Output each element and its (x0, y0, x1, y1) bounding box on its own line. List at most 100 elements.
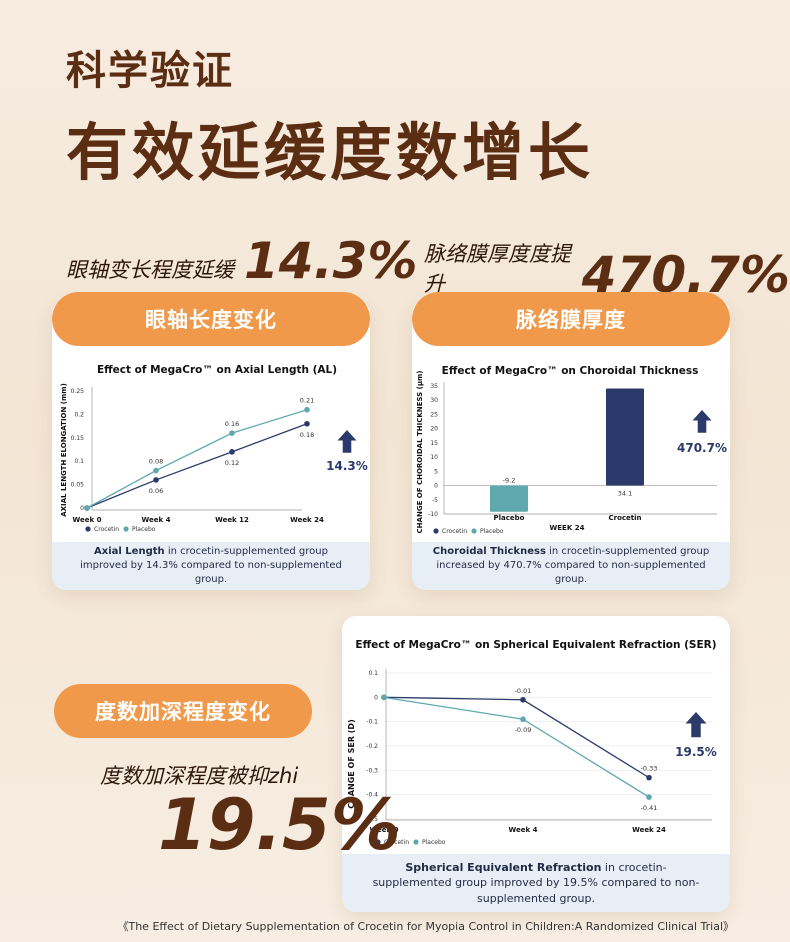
y-tick-label: -10 (428, 511, 438, 518)
data-point (84, 505, 90, 511)
bar-crocetin (606, 388, 644, 486)
data-point (229, 430, 235, 436)
ser-pill: 度数加深程度变化 (54, 684, 312, 738)
ser-footnote: Spherical Equivalent Refraction in croce… (342, 854, 730, 912)
data-point (520, 716, 526, 723)
stat-choroid: 脉络膜厚度度提升 470.7% (424, 238, 790, 300)
x-tick-label: Week 24 (632, 826, 666, 834)
change-percentage: 470.7% (677, 441, 727, 455)
legend-label: Placebo (480, 528, 504, 535)
legend-marker (433, 528, 439, 534)
headline: 有效延缓度数增长 (66, 116, 595, 189)
axial-length-card: Effect of MegaCro™ on Axial Length (AL) … (52, 300, 370, 590)
data-label: -9.2 (503, 477, 516, 485)
y-axis-label: CHANGE OF SER (D) (347, 719, 356, 808)
chart-title: Effect of MegaCro™ on Axial Length (AL) (97, 364, 337, 376)
series-line-crocetin (86, 423, 308, 509)
y-axis-label: CHANGE OF CHOROIDAL THICKNESS (μm) (416, 371, 424, 534)
data-label: -0.41 (641, 804, 658, 812)
bar-placebo (490, 485, 528, 512)
data-label: -0.33 (641, 765, 658, 773)
y-tick-label: -0.4 (366, 792, 378, 799)
data-label: 0.06 (149, 487, 163, 495)
data-point (381, 694, 387, 701)
legend-marker (471, 528, 477, 534)
y-tick-label: 10 (430, 454, 438, 461)
y-tick-label: 0 (374, 694, 378, 701)
reference-citation: 《The Effect of Dietary Supplementation o… (117, 920, 734, 933)
data-label: 0.16 (225, 420, 239, 428)
y-tick-label: 25 (430, 411, 438, 418)
ser-stat-value: 19.5% (158, 784, 401, 866)
chart-title: Effect of MegaCro™ on Spherical Equivale… (355, 639, 716, 651)
data-label: 0.18 (300, 431, 314, 439)
y-tick-label: 0.15 (71, 435, 85, 442)
up-arrow-icon (337, 430, 357, 453)
legend-label: Crocetin (442, 528, 467, 535)
data-point (646, 774, 652, 781)
series-line-crocetin (383, 696, 650, 779)
series-line-placebo (383, 696, 650, 798)
data-point (153, 467, 159, 474)
data-point (304, 406, 310, 413)
legend-label: Crocetin (94, 526, 119, 533)
data-point (153, 477, 159, 483)
data-point (304, 420, 310, 427)
y-tick-label: 5 (434, 468, 438, 475)
change-percentage: 19.5% (675, 745, 717, 759)
y-tick-label: 0 (434, 483, 438, 490)
ser-card: Effect of MegaCro™ on Spherical Equivale… (342, 616, 730, 912)
x-tick-label: Week 4 (142, 516, 171, 524)
footnote-text: in crocetin-supplemented group improved … (372, 860, 700, 905)
y-tick-label: 0.1 (74, 458, 84, 465)
choroid-footnote: Choroidal Thickness in crocetin-suppleme… (412, 542, 730, 590)
series-line-placebo (86, 409, 308, 509)
footnote-text: in crocetin-supplemented group increased… (436, 546, 710, 585)
choroid-pill: 脉络膜厚度 (412, 292, 730, 346)
x-tick-label: Week 4 (509, 826, 538, 834)
x-tick-label: Week 0 (370, 826, 399, 834)
choroid-chart: Effect of MegaCro™ on Choroidal Thicknes… (416, 365, 727, 535)
ser-stat-label: 度数加深程度被抑zhi (100, 764, 299, 788)
x-axis-label: WEEK 24 (550, 524, 585, 532)
y-tick-label: 0.25 (71, 388, 85, 395)
y-tick-label: -0.5 (366, 816, 378, 823)
axial-length-chart: Effect of MegaCro™ on Axial Length (AL) … (60, 364, 368, 533)
legend-marker (375, 839, 381, 845)
y-tick-label: 35 (430, 383, 438, 390)
y-tick-label: -0.1 (366, 719, 378, 726)
x-tick-label: Week 0 (73, 516, 102, 524)
legend-marker (413, 839, 419, 845)
axial-footnote: Axial Length in crocetin-supplemented gr… (52, 542, 370, 590)
y-tick-label: 15 (430, 440, 438, 447)
y-tick-label: 0.1 (368, 670, 378, 677)
x-tick-label: Week 12 (215, 516, 249, 524)
data-label: -0.09 (515, 726, 532, 734)
stat-axial: 眼轴变长程度延缓 14.3% (66, 232, 418, 290)
ser-chart: Effect of MegaCro™ on Spherical Equivale… (347, 639, 717, 846)
footnote-text: in crocetin-supplemented group improved … (80, 546, 342, 585)
y-tick-label: 0 (80, 505, 84, 512)
footnote-bold: Axial Length (94, 546, 165, 557)
y-tick-label: 0.2 (74, 411, 84, 418)
legend-marker (123, 526, 129, 532)
y-tick-label: 0.05 (71, 482, 85, 489)
legend-marker (85, 526, 91, 532)
data-label: 34.1 (618, 490, 632, 498)
chart-title: Effect of MegaCro™ on Choroidal Thicknes… (442, 365, 699, 377)
stat-axial-label: 眼轴变长程度延缓 (66, 258, 234, 282)
data-point (646, 794, 652, 800)
legend-label: Placebo (422, 839, 446, 846)
section-title: 科学验证 (66, 48, 234, 94)
footnote-bold: Spherical Equivalent Refraction (405, 860, 602, 874)
up-arrow-icon (692, 410, 712, 433)
legend-label: Placebo (132, 526, 156, 533)
x-tick-label: Crocetin (608, 514, 641, 522)
data-label: -0.01 (515, 687, 532, 695)
y-tick-label: -5 (432, 497, 438, 504)
data-point (229, 449, 235, 455)
data-label: 0.21 (300, 397, 314, 405)
change-percentage: 14.3% (326, 459, 368, 473)
stat-axial-value: 14.3% (244, 232, 418, 290)
axial-length-pill: 眼轴长度变化 (52, 292, 370, 346)
